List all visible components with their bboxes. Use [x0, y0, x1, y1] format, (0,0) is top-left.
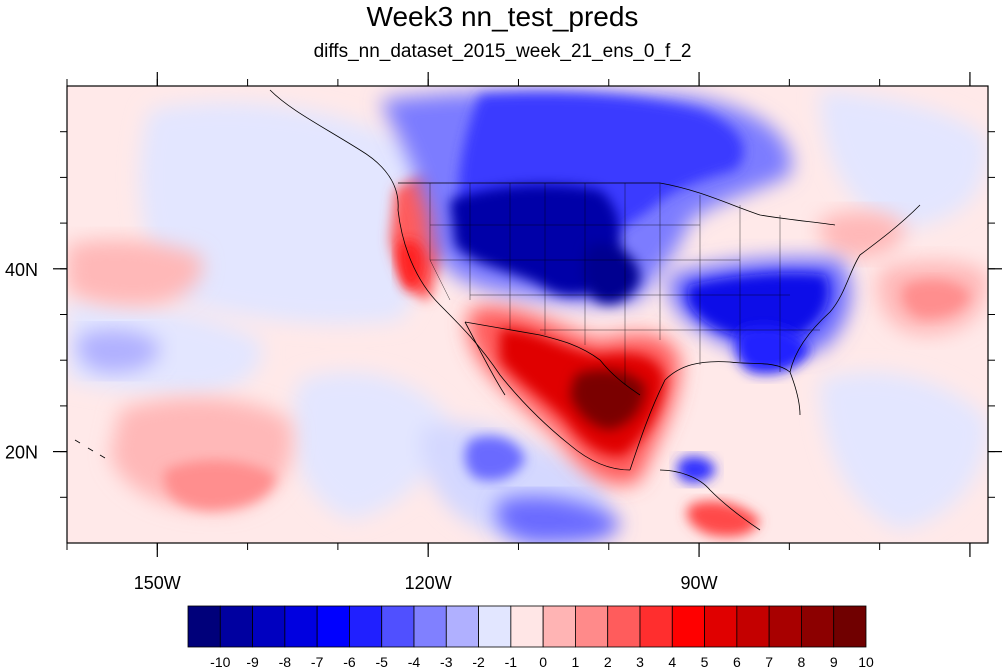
map-title: Week3 nn_test_preds	[366, 1, 639, 32]
zone-mexico-blue	[464, 436, 525, 481]
colorbar-label: 0	[539, 654, 547, 670]
colorbar-swatch	[801, 605, 835, 648]
zone-new-england-pink	[819, 210, 905, 258]
zone-west-pacific-pink	[67, 239, 203, 306]
colorbar: -10 -9 -8 -7 -6 -5 -4 -3 -2 -1 0 1 2 3 4 5 6 7 8 9 10	[187, 605, 874, 670]
negative-zones	[76, 90, 851, 543]
colorbar-label: -6	[343, 654, 356, 670]
zone-caribbean-red	[686, 500, 760, 537]
zone-south-mexico-blue	[496, 496, 620, 543]
border-us-mexico	[464, 321, 641, 396]
colorbar-swatch	[187, 605, 221, 648]
map-subtitle: diffs_nn_dataset_2015_week_21_ens_0_f_2	[313, 41, 692, 62]
coastline-east-coast	[789, 204, 921, 373]
colorbar-label: 3	[636, 654, 644, 670]
lon-tick-label: 90W	[681, 573, 718, 593]
colorbar-swatch	[219, 605, 253, 648]
colorbar-swatch	[736, 605, 770, 648]
island-hawaii	[74, 439, 106, 459]
lat-tick-label: 20N	[5, 443, 38, 463]
colorbar-label: 9	[830, 654, 838, 670]
colorbar-swatch	[768, 605, 802, 648]
colorbar-swatch	[704, 605, 738, 648]
zone-rockies-core	[450, 184, 621, 296]
colorbar-label: -3	[440, 654, 453, 670]
coastline-gulf-of-mexico	[629, 361, 801, 471]
zone-north-pacific-light-blue	[140, 102, 431, 324]
positive-zones	[67, 167, 988, 537]
zone-east-blue-core	[687, 273, 829, 341]
colorbar-swatch	[639, 605, 673, 648]
colorbar-label: 8	[798, 654, 806, 670]
colorbar-label: 7	[765, 654, 773, 670]
zone-central-pacific-light-blue	[292, 372, 450, 520]
colorbar-label: -10	[210, 654, 230, 670]
zone-southeast-blue	[735, 326, 810, 374]
state-borders	[429, 183, 820, 385]
colorbar-label: 6	[733, 654, 741, 670]
colorbar-label: -4	[408, 654, 421, 670]
colorbar-label: -7	[311, 654, 324, 670]
colorbar-swatch	[542, 605, 576, 648]
zone-central-plains-core	[583, 244, 640, 304]
colorbar-swatch	[252, 605, 286, 648]
colorbar-swatch	[445, 605, 479, 648]
colorbar-swatch	[284, 605, 318, 648]
colorbar-label: -8	[279, 654, 292, 670]
colorbar-label: -1	[505, 654, 518, 670]
colorbar-swatch	[316, 605, 350, 648]
colorbar-swatch	[575, 605, 609, 648]
colorbar-swatch	[381, 605, 415, 648]
zone-pacific-periwinkle	[76, 329, 160, 373]
coastlines	[74, 89, 921, 531]
colorbar-label: 2	[604, 654, 612, 670]
latitude-axis: 40N 20N	[5, 131, 1002, 498]
border-us-canada	[398, 182, 836, 226]
colorbar-label: -5	[375, 654, 388, 670]
colorbar-label: 10	[858, 654, 874, 670]
coastline-north-america-west	[269, 89, 631, 471]
anomaly-field	[67, 89, 988, 543]
coastline-yucatan	[659, 469, 761, 531]
colorbar-label: 1	[572, 654, 580, 670]
lon-tick-label: 120W	[405, 573, 452, 593]
colorbar-swatch	[413, 605, 447, 648]
zone-atlantic-salmon	[902, 279, 970, 319]
colorbar-label: -2	[472, 654, 485, 670]
zone-south-pacific-salmon	[164, 460, 275, 510]
zone-west-coast-core	[397, 239, 425, 291]
colorbar-label: 5	[701, 654, 709, 670]
colorbar-swatch	[349, 605, 383, 648]
coastline-baja	[464, 321, 506, 396]
colorbar-swatch	[607, 605, 641, 648]
colorbar-label: 4	[668, 654, 676, 670]
longitude-axis: 150W 120W 90W	[66, 72, 971, 593]
lon-tick-label: 150W	[134, 573, 181, 593]
colorbar-swatch	[510, 605, 544, 648]
zone-gulf-blue	[677, 456, 716, 483]
zone-northeast-light-blue	[820, 90, 988, 230]
colorbar-swatch	[671, 605, 705, 648]
zone-atlantic-light-blue	[820, 372, 988, 530]
colorbar-swatch	[478, 605, 512, 648]
lat-tick-label: 40N	[5, 260, 38, 280]
colorbar-label: -9	[246, 654, 259, 670]
colorbar-swatch	[833, 605, 867, 648]
